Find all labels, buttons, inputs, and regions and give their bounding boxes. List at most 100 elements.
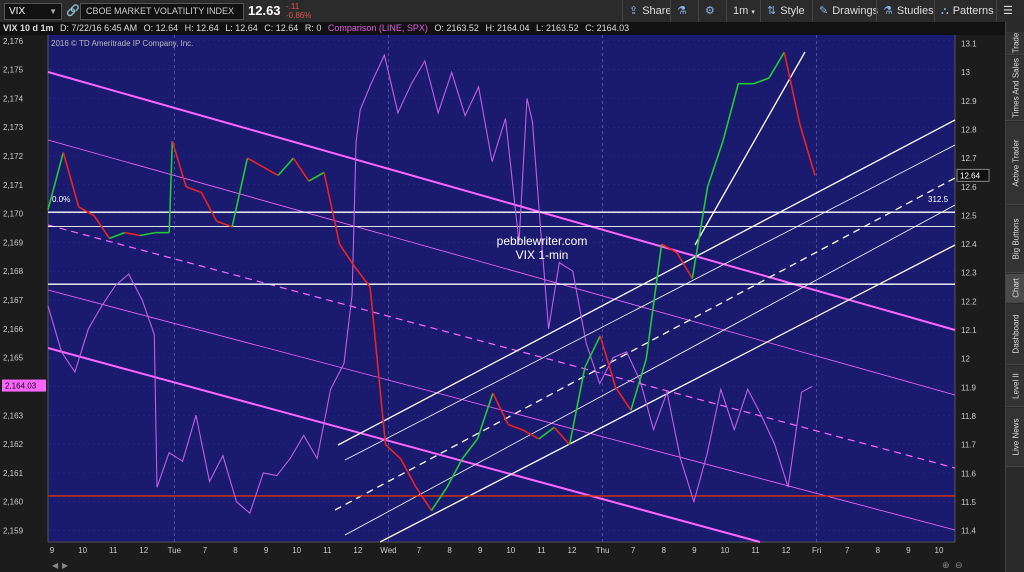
side-tab-dashboard[interactable]: Dashboard — [1006, 304, 1024, 365]
side-tab-label: Active Trader — [1011, 139, 1020, 187]
right-tick-label: 11.7 — [961, 441, 977, 450]
chart-title: VIX 10 d 1m — [3, 23, 54, 33]
zoom-in-icon[interactable]: ⊕ — [942, 560, 950, 570]
vix-segment — [753, 77, 770, 85]
trend-channel-line — [344, 144, 956, 461]
vix-segment — [614, 386, 632, 411]
vix-price-badge — [956, 168, 990, 182]
vix-segment — [62, 152, 80, 208]
share-button[interactable]: ⇪ Share — [622, 0, 685, 22]
x-tick-label: 11 — [537, 546, 546, 555]
style-button[interactable]: ⇅ Style — [760, 0, 817, 22]
chart-area[interactable]: 2,1592,1602,1612,1622,1632,1642,1652,166… — [0, 35, 1005, 572]
zoom-out-icon[interactable]: ⊖ — [955, 560, 963, 570]
trend-channel-line — [344, 204, 956, 536]
vix-segment — [216, 220, 233, 228]
vix-segment — [308, 171, 325, 182]
vix-segment — [292, 157, 310, 182]
side-tab-live-news[interactable]: Live News — [1006, 408, 1024, 467]
vix-segment — [584, 335, 601, 368]
comparison-low: L: 2163.52 — [536, 23, 579, 33]
side-tab-big-buttons[interactable]: Big Buttons — [1006, 206, 1024, 273]
x-tick-label: 10 — [292, 546, 301, 555]
flask-button[interactable]: ⚗ — [670, 0, 695, 22]
x-tick-label: 10 — [720, 546, 729, 555]
x-tick-label: Fri — [812, 546, 822, 555]
left-tick-label: 2,167 — [3, 296, 24, 305]
day-separators — [173, 35, 818, 542]
info-close: C: 12.64 — [264, 23, 299, 33]
last-price: 12.63 — [248, 3, 281, 18]
comparison-open: O: 2163.52 — [434, 23, 479, 33]
x-axis: 9 10 11 12 Tue 7 8 9 10 11 12 Wed 7 8 9 10 11 12 Thu 7 8 9 10 1… — [50, 546, 944, 555]
pct-change: -0.86% — [286, 11, 312, 20]
side-tab-active-trader[interactable]: Active Trader — [1006, 122, 1024, 205]
symbol-value: VIX — [9, 6, 26, 17]
settings-button[interactable]: ⚙ — [698, 0, 723, 22]
vix-segment — [338, 243, 356, 268]
side-tab-label: Dashboard — [1011, 314, 1020, 354]
x-tick-label: Tue — [168, 546, 182, 555]
gear-icon: ⚙ — [705, 5, 715, 17]
link-icon[interactable]: 🔗 — [66, 5, 80, 17]
side-tab-level-ii[interactable]: Level II — [1006, 366, 1024, 407]
trend-channel-line — [47, 139, 956, 396]
scroll-right-icon[interactable]: ▶ — [62, 561, 69, 570]
vix-segment — [124, 231, 141, 237]
vix-segment — [400, 458, 417, 488]
side-tab-chart[interactable]: Chart — [1006, 274, 1024, 303]
right-tick-label: 12.7 — [961, 154, 977, 163]
scroll-left-icon[interactable]: ◀ — [52, 561, 59, 570]
studies-button[interactable]: ⚗ Studies — [876, 0, 939, 22]
gridlines — [47, 35, 956, 543]
left-tick-label: 2,163 — [3, 411, 24, 420]
side-tab-label: Big Buttons — [1011, 218, 1020, 260]
vix-segment — [661, 243, 678, 254]
x-tick-label: 11 — [109, 546, 118, 555]
timeframe-button[interactable]: 1m ▾ — [726, 0, 761, 22]
left-tick-label: 2,176 — [3, 37, 24, 46]
share-icon: ⇪ — [629, 5, 639, 17]
chart-svg[interactable]: 2,1592,1602,1612,1622,1632,1642,1652,166… — [0, 35, 1005, 572]
style-label: Style — [780, 5, 805, 17]
x-tick-label: Thu — [596, 546, 610, 555]
symbol-input[interactable]: VIX ▼ — [4, 3, 62, 20]
vix-segment — [523, 429, 540, 440]
chevron-down-icon[interactable]: ▼ — [49, 7, 57, 16]
drawings-button[interactable]: ✎ Drawings — [812, 0, 881, 22]
vix-segment — [768, 51, 785, 79]
menu-icon: ☰ — [1003, 5, 1013, 17]
right-tick-label: 12.1 — [961, 326, 977, 335]
comparison-close: C: 2164.03 — [585, 23, 630, 33]
x-tick-label: 8 — [233, 546, 238, 555]
vix-price-label: 12.64 — [960, 171, 981, 180]
trend-channel-line — [337, 119, 956, 446]
x-tick-label: 8 — [876, 546, 881, 555]
right-tick-label: 13 — [961, 68, 970, 77]
vix-segment — [492, 392, 509, 425]
info-date: D: 7/22/16 6:45 AM — [60, 23, 138, 33]
vix-segment — [323, 172, 341, 245]
vix-segment — [168, 140, 174, 233]
side-tab-label: Level II — [1011, 373, 1020, 399]
symbol-description: CBOE MARKET VOLATILITY INDEX — [86, 6, 235, 16]
spx-price-label: 2,164.03 — [5, 382, 37, 391]
vix-segment — [200, 192, 218, 222]
x-tick-label: 9 — [264, 546, 269, 555]
menu-button[interactable]: ☰ — [996, 0, 1024, 22]
fib-label-right: 312.5 — [928, 195, 949, 204]
studies-icon: ⚗ — [883, 5, 893, 17]
vix-segment — [691, 186, 709, 279]
vix-segment — [446, 458, 463, 488]
vix-segment — [139, 231, 156, 237]
left-tick-label: 2,171 — [3, 181, 24, 190]
vix-segment — [783, 52, 801, 124]
side-tab-times-and-sales[interactable]: Times And Sales — [1006, 56, 1024, 121]
patterns-button[interactable]: ⛬ Patterns — [934, 0, 1003, 22]
info-bar: VIX 10 d 1m D: 7/22/16 6:45 AM O: 12.64 … — [0, 22, 1005, 35]
vix-segment — [798, 123, 816, 176]
side-tab-trade[interactable]: Trade — [1006, 32, 1024, 55]
vix-segment — [706, 140, 724, 188]
x-tick-label: 7 — [845, 546, 850, 555]
copyright-text: 2016 © TD Ameritrade IP Company, Inc. — [51, 39, 193, 48]
